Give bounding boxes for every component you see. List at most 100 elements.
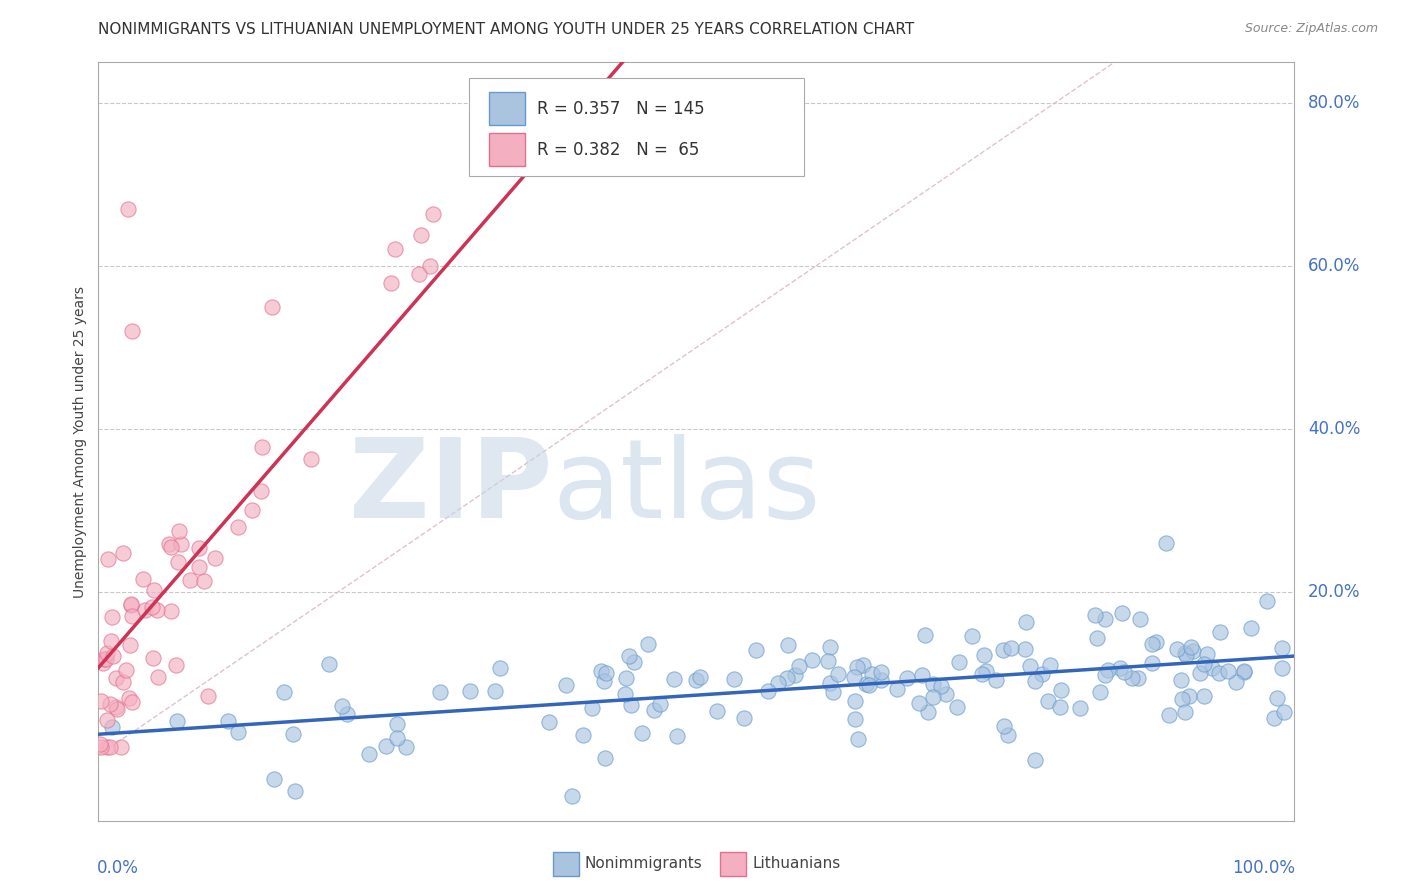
Point: [593, 751, 616, 765]
Point: [581, 701, 603, 715]
Point: [533, 161, 555, 176]
Point: [758, 684, 780, 698]
Point: [160, 604, 183, 618]
Point: [733, 711, 755, 725]
Point: [785, 667, 807, 681]
Point: [250, 440, 273, 454]
Point: [380, 277, 402, 291]
Point: [111, 547, 134, 561]
Point: [929, 680, 952, 694]
Point: [1208, 666, 1230, 681]
Point: [1192, 657, 1215, 671]
Point: [1263, 711, 1285, 725]
Point: [1108, 661, 1130, 675]
Point: [637, 637, 659, 651]
Point: [357, 747, 380, 762]
Point: [787, 659, 810, 673]
Point: [142, 650, 165, 665]
Point: [1195, 647, 1218, 661]
Point: [179, 574, 201, 588]
Point: [818, 675, 841, 690]
Point: [157, 537, 180, 551]
Point: [193, 574, 215, 588]
Point: [845, 660, 868, 674]
Point: [98, 697, 121, 711]
Point: [89, 737, 111, 751]
Point: [419, 259, 441, 273]
FancyBboxPatch shape: [489, 133, 524, 166]
Point: [616, 671, 638, 685]
Point: [643, 703, 665, 717]
FancyBboxPatch shape: [553, 852, 579, 876]
Point: [1142, 656, 1164, 670]
Point: [273, 684, 295, 698]
Point: [484, 683, 506, 698]
Point: [104, 671, 127, 685]
Point: [620, 698, 643, 712]
Point: [165, 658, 187, 673]
Point: [869, 673, 891, 687]
Point: [886, 682, 908, 697]
Point: [962, 629, 984, 643]
Point: [90, 694, 112, 708]
Point: [973, 648, 995, 663]
Point: [1019, 659, 1042, 673]
Point: [823, 685, 845, 699]
Point: [1129, 612, 1152, 626]
Point: [623, 655, 645, 669]
Point: [1031, 667, 1053, 681]
Point: [489, 661, 512, 675]
Point: [96, 740, 118, 755]
FancyBboxPatch shape: [470, 78, 804, 177]
Point: [827, 667, 849, 681]
Point: [100, 634, 122, 648]
Point: [1015, 615, 1038, 629]
Point: [1157, 708, 1180, 723]
Point: [408, 267, 430, 281]
Point: [1174, 646, 1197, 660]
Point: [117, 202, 139, 217]
Point: [1265, 690, 1288, 705]
Point: [852, 657, 875, 672]
Point: [1085, 631, 1108, 645]
Point: [101, 720, 124, 734]
Point: [262, 300, 284, 314]
Point: [1166, 642, 1188, 657]
Point: [120, 598, 142, 612]
Point: [593, 674, 616, 689]
Point: [1178, 690, 1201, 704]
Point: [170, 537, 193, 551]
Point: [1126, 671, 1149, 685]
Point: [630, 726, 652, 740]
Point: [1140, 637, 1163, 651]
Point: [776, 671, 799, 685]
Point: [855, 676, 877, 690]
Point: [204, 550, 226, 565]
Point: [689, 669, 711, 683]
Point: [844, 670, 866, 684]
Point: [778, 638, 800, 652]
Point: [120, 598, 142, 612]
Y-axis label: Unemployment Among Youth under 25 years: Unemployment Among Youth under 25 years: [73, 285, 87, 598]
Point: [141, 599, 163, 614]
Point: [1144, 634, 1167, 648]
Point: [111, 675, 134, 690]
Point: [1170, 673, 1192, 687]
Point: [1024, 673, 1046, 688]
Point: [986, 673, 1008, 688]
Point: [1114, 665, 1136, 679]
Point: [817, 654, 839, 668]
Text: Lithuanians: Lithuanians: [752, 856, 841, 871]
Point: [911, 667, 934, 681]
Point: [240, 503, 263, 517]
Point: [284, 784, 307, 798]
Point: [537, 714, 560, 729]
Point: [1201, 661, 1223, 675]
Point: [385, 731, 408, 745]
Point: [330, 698, 353, 713]
Point: [1090, 685, 1112, 699]
Point: [818, 640, 841, 654]
Point: [1121, 671, 1143, 685]
Text: 20.0%: 20.0%: [1308, 583, 1361, 601]
Point: [110, 740, 132, 755]
